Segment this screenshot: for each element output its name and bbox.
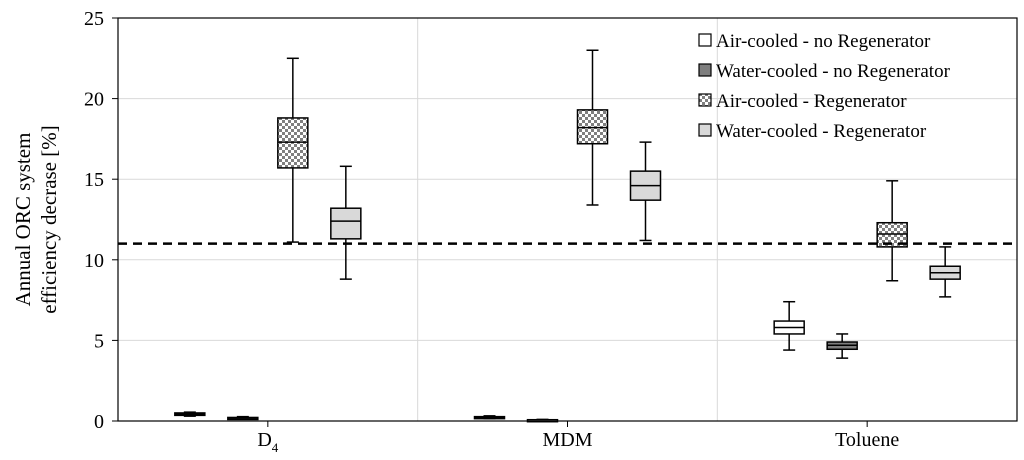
box-iqr [330,207,362,240]
box-plot [227,415,259,421]
legend-swatch [698,123,712,137]
y-tick-label: 25 [84,8,104,30]
legend-label: Water-cooled - Regenerator [716,121,927,142]
y-axis-label-line: efficiency decrase [%] [37,125,61,314]
y-tick-label: 5 [94,330,104,352]
x-tick-label: Toluene [835,429,899,451]
y-tick-label: 20 [84,89,104,111]
legend-swatch [698,33,712,47]
y-axis-label-line: Annual ORC system [11,133,35,307]
legend-label: Air-cooled - no Regenerator [716,31,931,52]
legend: Air-cooled - no Regenerator Water-cooled … [698,31,951,142]
box-plot [330,165,362,280]
boxes [174,49,961,423]
legend-label: Water-cooled - no Regenerator [716,61,951,82]
x-tick-label: MDM [542,429,592,451]
y-axis-label: Annual ORC systemefficiency decrase [%] [11,125,61,314]
box-plot [826,333,858,359]
legend-label: Air-cooled - Regenerator [716,91,907,112]
box-plot [174,411,206,417]
box-plot [526,418,559,423]
box-iqr [277,117,309,169]
box-plot [876,180,908,282]
legend-swatch [698,93,712,107]
box-plot [473,415,506,420]
box-plot [629,141,662,242]
box-plot [277,57,309,243]
x-tick-label: D4 [257,429,278,455]
box-plot [773,300,805,351]
box-plot [929,246,961,298]
y-tick-label: 0 [94,411,104,433]
box-iqr [576,109,609,145]
axes: 0 5 10 15 20 25 Annual ORC systemefficiency de… [11,8,1018,455]
box-plot [576,49,609,206]
y-tick-label: 15 [84,169,104,191]
y-tick-label: 10 [84,250,104,272]
legend-swatch [698,63,712,77]
